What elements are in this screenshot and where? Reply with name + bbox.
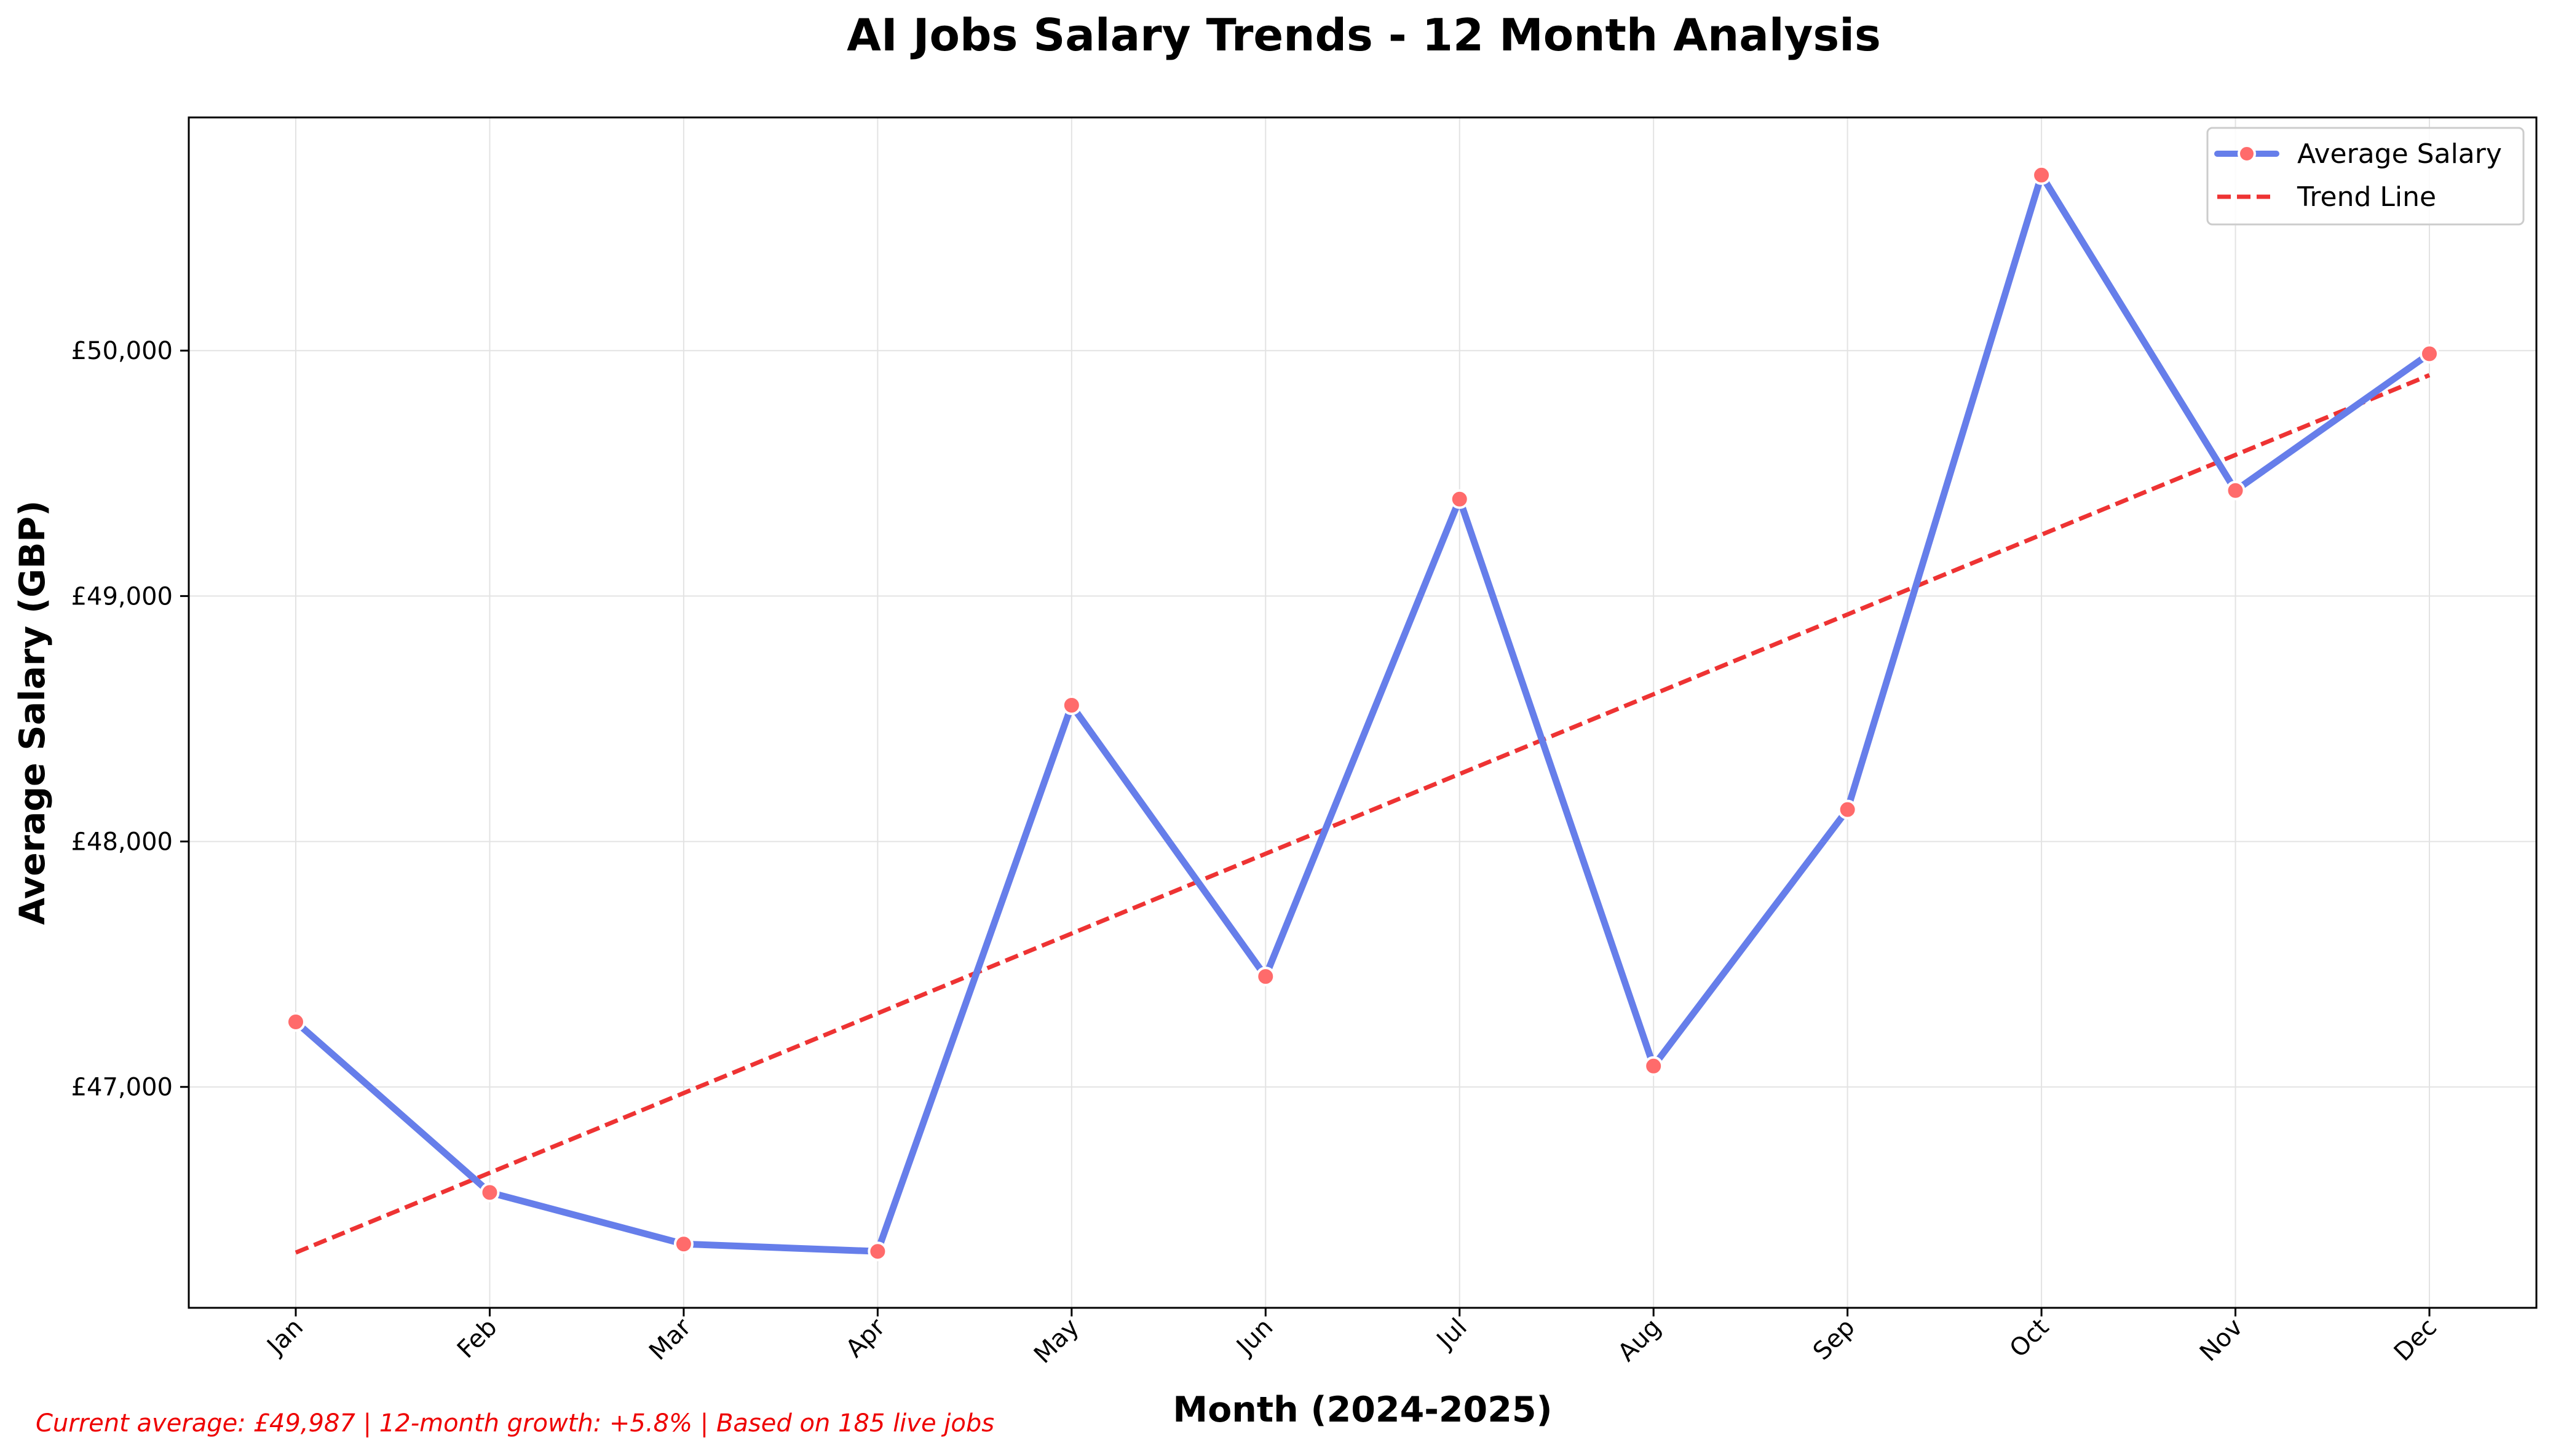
y-axis-label: Average Salary (GBP) [12,501,53,925]
legend: Average Salary Trend Line [2206,127,2525,226]
y-tick-label: £50,000 [71,337,173,365]
legend-salary-swatch-marker [2238,144,2256,163]
y-axis-ticks: £47,000 £48,000 £49,000 £50,000 [71,337,189,1102]
salary-point-dec [2420,344,2439,364]
salary-series-layer [292,172,2433,1255]
plot-area-frame [188,116,2538,1309]
salary-point-jun [1256,967,1276,987]
y-tick-label: £49,000 [71,582,173,611]
salary-line [292,172,2433,1255]
salary-point-apr [868,1241,888,1262]
footnote-annotation: Current average: £49,987 | 12-month grow… [36,1409,994,1438]
legend-salary-label: Average Salary [2297,138,2502,170]
chart-title: AI Jobs Salary Trends - 12 Month Analysi… [847,9,1881,61]
trend-line-layer [295,373,2431,1255]
salary-point-jul [1449,489,1470,509]
salary-point-aug [1644,1056,1664,1076]
y-tick-label: £47,000 [71,1074,173,1102]
salary-point-nov [2225,480,2246,501]
legend-trend-label: Trend Line [2297,181,2436,213]
y-tick-label: £48,000 [71,828,173,857]
x-axis-label: Month (2024-2025) [1173,1390,1552,1430]
legend-frame [2206,127,2525,226]
salary-point-may [1061,695,1082,716]
salary-point-oct [2032,165,2052,185]
salary-point-jan [286,1011,306,1032]
salary-point-feb [480,1182,500,1203]
grid-lines [189,117,2536,1308]
salary-markers-layer [286,165,2439,1262]
salary-point-sep [1837,799,1858,820]
salary-point-mar [673,1234,694,1254]
trend-line [295,373,2431,1255]
